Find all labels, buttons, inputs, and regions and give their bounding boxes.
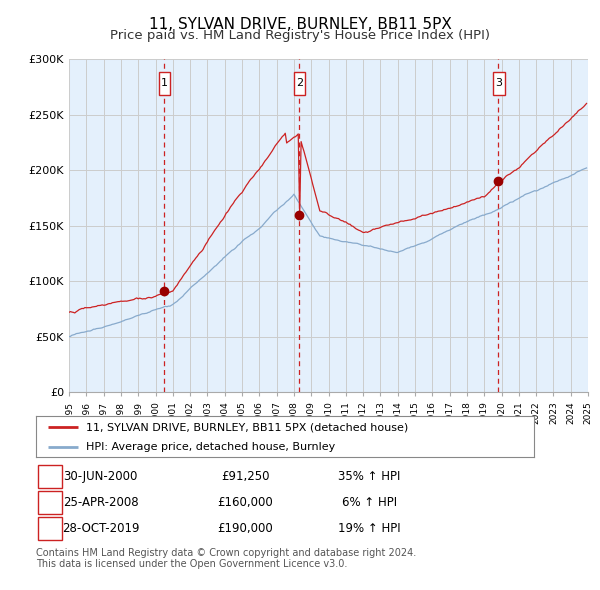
Text: Price paid vs. HM Land Registry's House Price Index (HPI): Price paid vs. HM Land Registry's House … [110, 30, 490, 42]
Text: 2: 2 [296, 78, 303, 88]
Text: 25-APR-2008: 25-APR-2008 [63, 496, 139, 509]
Text: HPI: Average price, detached house, Burnley: HPI: Average price, detached house, Burn… [86, 442, 335, 452]
FancyBboxPatch shape [38, 517, 62, 540]
Text: Contains HM Land Registry data © Crown copyright and database right 2024.
This d: Contains HM Land Registry data © Crown c… [36, 548, 416, 569]
Text: 11, SYLVAN DRIVE, BURNLEY, BB11 5PX (detached house): 11, SYLVAN DRIVE, BURNLEY, BB11 5PX (det… [86, 422, 408, 432]
FancyBboxPatch shape [493, 73, 505, 94]
Text: 28-OCT-2019: 28-OCT-2019 [62, 522, 139, 535]
Text: 1: 1 [47, 470, 54, 483]
Text: 6% ↑ HPI: 6% ↑ HPI [342, 496, 397, 509]
Text: 30-JUN-2000: 30-JUN-2000 [64, 470, 138, 483]
FancyBboxPatch shape [38, 491, 62, 514]
Text: 11, SYLVAN DRIVE, BURNLEY, BB11 5PX: 11, SYLVAN DRIVE, BURNLEY, BB11 5PX [149, 17, 451, 31]
Text: 3: 3 [495, 78, 502, 88]
Text: £190,000: £190,000 [217, 522, 273, 535]
FancyBboxPatch shape [38, 466, 62, 488]
FancyBboxPatch shape [294, 73, 305, 94]
Bar [69, 59, 588, 392]
Text: £160,000: £160,000 [217, 496, 273, 509]
FancyBboxPatch shape [159, 73, 170, 94]
Text: 19% ↑ HPI: 19% ↑ HPI [338, 522, 401, 535]
Text: 1: 1 [160, 78, 167, 88]
Text: 2: 2 [47, 496, 54, 509]
Text: 35% ↑ HPI: 35% ↑ HPI [338, 470, 401, 483]
Text: £91,250: £91,250 [221, 470, 269, 483]
Text: 3: 3 [47, 522, 54, 535]
